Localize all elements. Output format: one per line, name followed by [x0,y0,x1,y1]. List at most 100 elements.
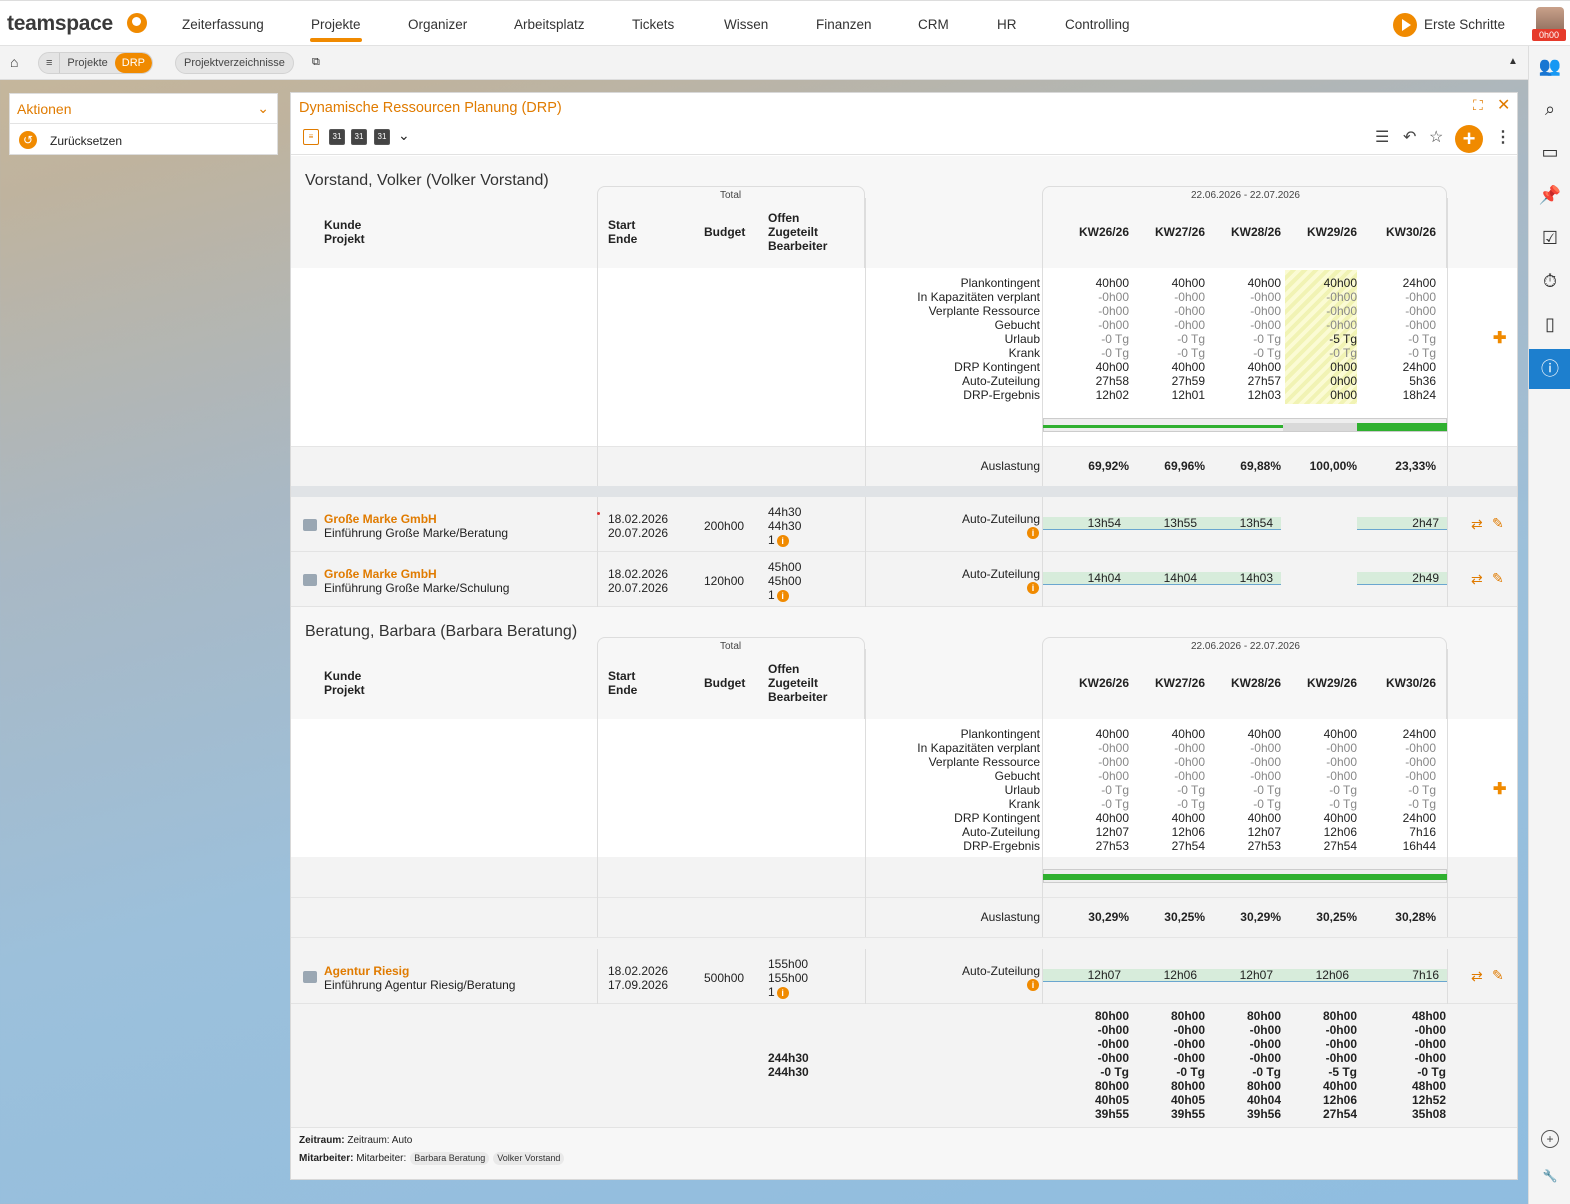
total-week-value: -0 Tg [1100,1065,1129,1079]
filter-icon[interactable]: ☰ [1375,129,1390,146]
logo[interactable]: teamspace [7,12,113,35]
nav-zeiterfassung[interactable]: Zeiterfassung [182,17,264,32]
home-icon[interactable]: ⌂ [10,54,19,70]
stat-value: -0h00 [1174,741,1205,755]
column-divider [1042,949,1043,1004]
wrench-icon[interactable]: 🔧 [1541,1168,1559,1186]
utilization-bar [1043,425,1283,428]
stat-value: 0h00 [1330,388,1357,402]
stat-value: 12h07 [1095,825,1129,839]
edit-icon[interactable]: ✎ [1492,515,1504,531]
mitarbeiter-chip[interactable]: Volker Vorstand [493,1152,565,1165]
total-week-value: 80h00 [1170,1079,1205,1093]
project-row[interactable] [291,497,1517,552]
info-icon[interactable]: i [776,589,789,602]
total-week-value: 35h08 [1411,1107,1446,1121]
stat-value: -0h00 [1326,755,1357,769]
transfer-icon[interactable]: ⇄ [1471,968,1483,984]
play-icon[interactable] [1393,13,1417,37]
stat-value: -0h00 [1326,741,1357,755]
nav-projekte[interactable]: Projekte [310,17,362,42]
close-icon[interactable]: ✕ [1497,97,1511,114]
chevron-down-icon[interactable]: ⌄ [257,100,269,116]
nav-arbeitsplatz[interactable]: Arbeitsplatz [514,17,585,32]
stat-value: 40h00 [1095,360,1129,374]
menu-icon[interactable]: ≡ [46,57,53,69]
project-offen: 44h30 [768,505,802,519]
nav-organizer[interactable]: Organizer [408,17,468,32]
nav-crm[interactable]: CRM [918,17,949,32]
project-kunde-link[interactable]: Große Marke GmbH [324,567,437,581]
info-icon[interactable]: i [776,986,789,999]
stat-value: 40h00 [1323,727,1357,741]
aktionen-header[interactable]: Aktionen ⌄ [10,94,277,124]
stopwatch-icon[interactable]: ⏱ [1542,271,1558,291]
collapse-up-icon[interactable]: ▲ [1508,56,1518,67]
search-icon[interactable]: ⌕ [1544,99,1556,119]
list-view-icon[interactable]: ≡ [303,129,319,145]
users-icon[interactable]: 👥 [1538,56,1562,76]
project-kunde-link[interactable]: Große Marke GmbH [324,512,437,526]
info-icon[interactable]: i [776,534,789,547]
calendar-week-icon[interactable]: 31 [351,129,367,145]
undo-icon[interactable]: ↶ [1403,129,1417,146]
auto-zuteilung-label: Auto-Zuteilung [961,964,1040,978]
info-icon[interactable]: i [1027,582,1039,594]
breadcrumb-projekte[interactable]: Projekte [59,53,114,73]
nav-hr[interactable]: HR [997,17,1017,32]
toolbar: ≡ 31 31 31 ⌄ ☰ ↶ ☆ ⋮ [291,121,1517,155]
stat-value: 40h00 [1171,811,1205,825]
nav-tickets[interactable]: Tickets [632,17,675,32]
project-row[interactable] [291,552,1517,607]
stat-value: 40h00 [1247,360,1281,374]
stat-value: 18h24 [1402,388,1436,402]
nav-controlling[interactable]: Controlling [1065,17,1130,32]
view-dropdown-icon[interactable]: ⌄ [398,127,410,143]
footer-zeitraum-value: Zeitraum: Auto [344,1135,413,1146]
info-icon[interactable]: i [1027,979,1039,991]
pin-icon[interactable]: 📌 [1538,185,1562,205]
info-icon[interactable]: ⓘ [1529,349,1570,389]
folder-icon [303,971,317,983]
nav-wissen[interactable]: Wissen [724,17,769,32]
project-kunde-link[interactable]: Agentur Riesig [324,964,410,978]
mitarbeiter-chip[interactable]: Barbara Beratung [410,1152,490,1165]
stat-label: Verplante Ressource [928,755,1040,769]
add-circle-icon[interactable]: + [1541,1130,1559,1148]
phone-icon[interactable]: ▯ [1545,314,1555,334]
external-link-icon[interactable]: ⧉ [312,56,320,68]
auto-zuteilung-cell: 13h54 [1043,517,1129,530]
info-icon[interactable]: i [1027,527,1039,539]
edit-icon[interactable]: ✎ [1492,570,1504,586]
transfer-icon[interactable]: ⇄ [1471,516,1483,532]
calendar-month-icon[interactable]: 31 [374,129,390,145]
edit-icon[interactable]: ✎ [1492,967,1504,983]
checklist-icon[interactable]: ☑ [1541,228,1559,248]
total-week-value: 27h54 [1322,1107,1357,1121]
transfer-icon[interactable]: ⇄ [1471,571,1483,587]
footer-zeitraum: Zeitraum: Zeitraum: Auto [299,1135,412,1146]
erste-schritte-link[interactable]: Erste Schritte [1424,17,1506,32]
add-row-icon[interactable]: ✚ [1493,330,1507,347]
header-range: 22.06.2026 - 22.07.2026 [1191,190,1300,201]
header-budget: Budget [704,225,746,239]
reset-icon[interactable]: ↺ [19,131,37,149]
calendar-day-icon[interactable]: 31 [329,129,345,145]
maximize-icon[interactable]: ⛶ [1473,97,1483,113]
inbox-icon[interactable]: ▭ [1541,142,1559,162]
column-divider [597,497,598,552]
breadcrumb-projektverzeichnisse-label: Projektverzeichnisse [184,57,285,69]
more-icon[interactable]: ⋮ [1495,129,1511,146]
header-week: KW28/26 [1230,225,1281,239]
add-row-icon[interactable]: ✚ [1493,781,1507,798]
breadcrumb-drp[interactable]: DRP [114,53,153,73]
breadcrumb-projektverzeichnisse[interactable]: Projektverzeichnisse [175,52,294,74]
nav-finanzen[interactable]: Finanzen [816,17,872,32]
stat-value: -0h00 [1405,290,1436,304]
star-icon[interactable]: ☆ [1429,129,1444,146]
add-button[interactable]: + [1455,125,1483,153]
zuruecksetzen-action[interactable]: Zurücksetzen [50,134,123,148]
stat-value: 12h06 [1171,825,1205,839]
total-week-value: 80h00 [1094,1009,1129,1023]
